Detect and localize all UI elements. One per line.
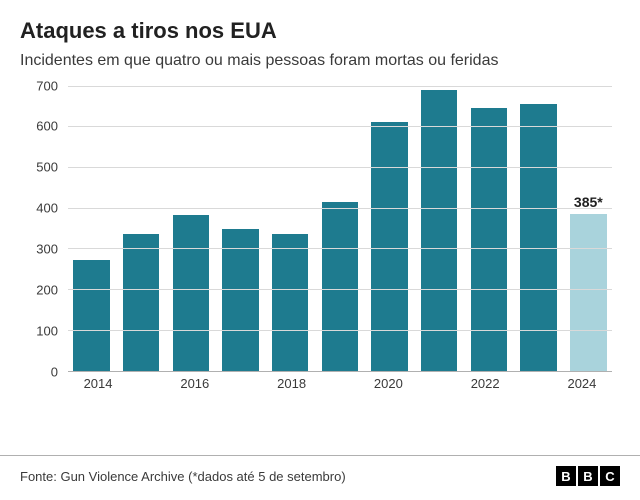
gridline (68, 208, 612, 209)
gridline (68, 330, 612, 331)
x-tick-label: 2020 (371, 372, 406, 396)
y-tick-label: 100 (28, 323, 64, 338)
logo-letter: B (578, 466, 598, 486)
x-tick-label (516, 372, 551, 396)
x-tick-label: 2018 (274, 372, 309, 396)
bbc-logo: BBC (556, 466, 620, 486)
bar (173, 215, 209, 371)
y-tick-label: 200 (28, 282, 64, 297)
gridline (68, 248, 612, 249)
bars-container: 385* (68, 86, 612, 371)
x-tick-label: 2022 (468, 372, 503, 396)
bar (371, 122, 407, 370)
bar (272, 234, 308, 371)
x-axis: 2014 2016 2018 2020 2022 2024 (68, 372, 612, 396)
x-tick-label (322, 372, 357, 396)
y-tick-label: 700 (28, 78, 64, 93)
gridline (68, 126, 612, 127)
chart-area: 0100200300400500600700 385* 201420162018… (28, 86, 612, 396)
bar (123, 234, 159, 370)
bar (421, 90, 457, 371)
y-tick-label: 300 (28, 242, 64, 257)
gridline (68, 167, 612, 168)
logo-letter: C (600, 466, 620, 486)
x-tick-label: 2016 (177, 372, 212, 396)
chart-subtitle: Incidentes em que quatro ou mais pessoas… (20, 50, 620, 72)
y-tick-label: 500 (28, 160, 64, 175)
bar: 385* (570, 214, 606, 371)
bar (322, 202, 358, 371)
y-tick-label: 400 (28, 201, 64, 216)
y-tick-label: 600 (28, 119, 64, 134)
x-tick-label (129, 372, 164, 396)
x-tick-label (226, 372, 261, 396)
gridline (68, 86, 612, 87)
x-tick-label: 2024 (564, 372, 599, 396)
gridline (68, 289, 612, 290)
logo-letter: B (556, 466, 576, 486)
bar (73, 260, 109, 371)
y-tick-label: 0 (28, 364, 64, 379)
bar (471, 108, 507, 371)
chart-title: Ataques a tiros nos EUA (20, 18, 620, 44)
plot-area: 385* (68, 86, 612, 372)
bar (222, 229, 258, 371)
y-axis: 0100200300400500600700 (28, 86, 64, 372)
x-tick-label (419, 372, 454, 396)
source-text: Fonte: Gun Violence Archive (*dados até … (20, 469, 346, 484)
x-tick-label: 2014 (80, 372, 115, 396)
footer: Fonte: Gun Violence Archive (*dados até … (0, 455, 640, 500)
